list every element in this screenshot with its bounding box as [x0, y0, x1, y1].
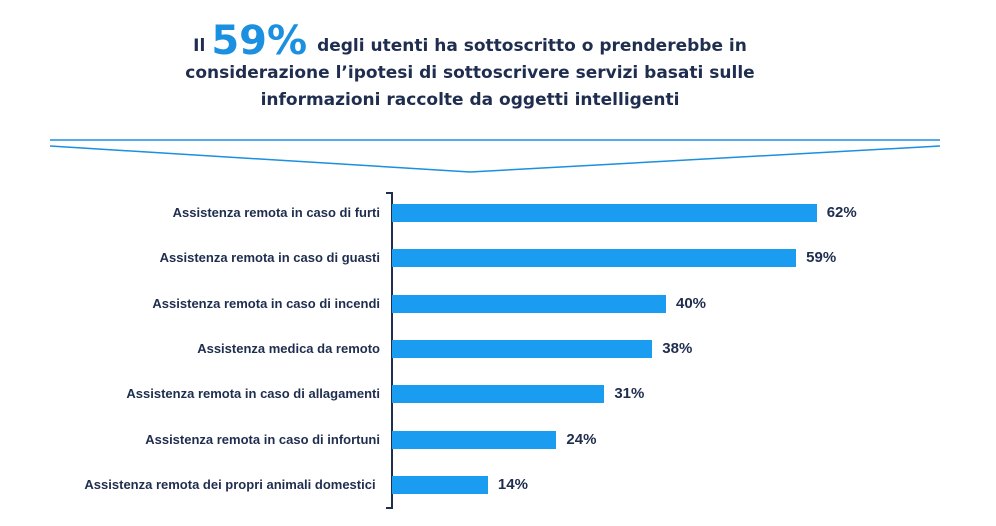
category-label: Assistenza medica da remoto [197, 340, 380, 356]
category-label: Assistenza remota in caso di infortuni [145, 431, 380, 447]
bar [392, 204, 817, 222]
bar [392, 339, 653, 358]
bar [392, 385, 605, 404]
title-lead: Il [193, 36, 206, 56]
category-label: Assistenza remota in caso di guasti [159, 250, 380, 266]
value-label: 62% [826, 204, 857, 221]
chevron [49, 145, 941, 173]
bar [392, 430, 557, 449]
title: Il 59% degli utenti ha sottoscritto o pren… [150, 21, 790, 114]
category-label: Assistenza remota dei propri animali dom… [84, 476, 376, 492]
value-label: 14% [497, 475, 528, 493]
title-text: degli utenti ha sottoscritto o prendereb… [185, 36, 755, 110]
value-label: 40% [676, 294, 707, 312]
category-label: Assistenza remota in caso di allagamenti [126, 386, 380, 402]
bar [392, 249, 797, 268]
value-label: 38% [662, 339, 693, 357]
value-label: 59% [806, 249, 837, 267]
bar [392, 475, 488, 494]
category-label: Assistenza remota in caso di furti [172, 205, 380, 220]
value-label: 24% [566, 430, 597, 448]
title-highlight: 59% [211, 18, 308, 64]
value-label: 31% [614, 385, 645, 403]
category-label: Assistenza remota in caso di incendi [152, 295, 380, 311]
bar [392, 294, 666, 313]
